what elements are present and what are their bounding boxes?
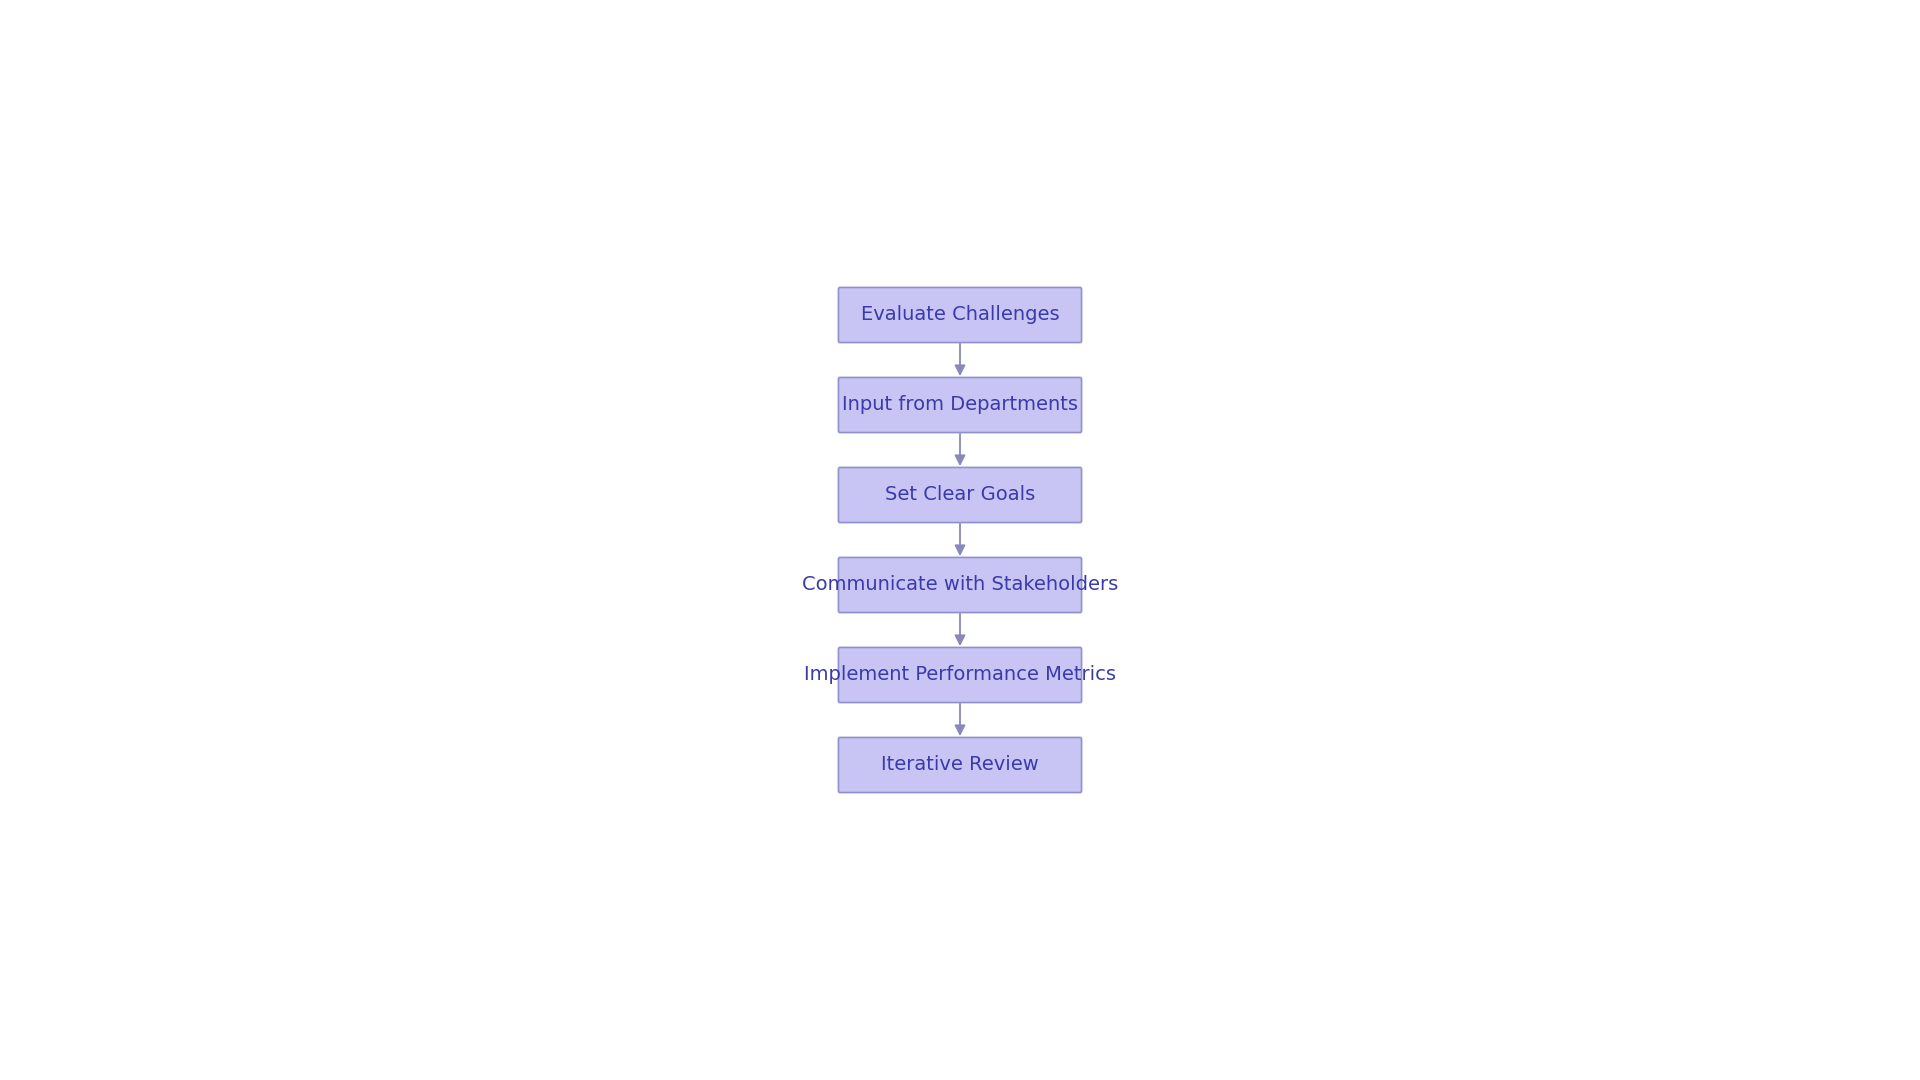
Text: Evaluate Challenges: Evaluate Challenges	[860, 306, 1060, 324]
Text: Iterative Review: Iterative Review	[881, 756, 1039, 774]
FancyBboxPatch shape	[839, 738, 1081, 793]
Text: Communicate with Stakeholders: Communicate with Stakeholders	[803, 576, 1117, 594]
FancyBboxPatch shape	[839, 287, 1081, 342]
FancyBboxPatch shape	[839, 468, 1081, 523]
Text: Input from Departments: Input from Departments	[843, 395, 1077, 415]
FancyBboxPatch shape	[839, 377, 1081, 433]
FancyBboxPatch shape	[839, 647, 1081, 703]
Text: Implement Performance Metrics: Implement Performance Metrics	[804, 665, 1116, 685]
FancyBboxPatch shape	[839, 557, 1081, 612]
Text: Set Clear Goals: Set Clear Goals	[885, 486, 1035, 504]
